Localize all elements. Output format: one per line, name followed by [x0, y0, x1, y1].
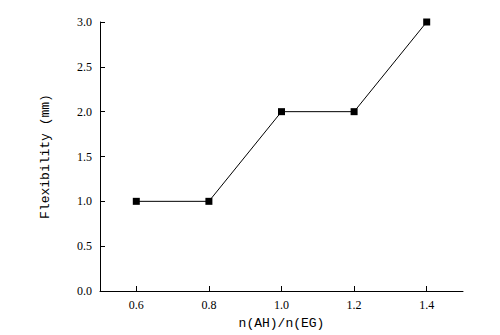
- svg-text:Flexibility (mm): Flexibility (mm): [38, 94, 53, 219]
- svg-text:1.0: 1.0: [77, 194, 92, 208]
- svg-text:1.0: 1.0: [274, 298, 289, 312]
- svg-text:2.0: 2.0: [77, 105, 92, 119]
- svg-text:2.5: 2.5: [77, 60, 92, 74]
- svg-text:3.0: 3.0: [77, 15, 92, 29]
- svg-text:1.5: 1.5: [77, 150, 92, 164]
- svg-text:0.5: 0.5: [77, 239, 92, 253]
- svg-text:1.2: 1.2: [347, 298, 362, 312]
- svg-text:1.4: 1.4: [419, 298, 434, 312]
- svg-text:0.8: 0.8: [201, 298, 216, 312]
- svg-text:0.6: 0.6: [129, 298, 144, 312]
- svg-text:0.0: 0.0: [77, 284, 92, 298]
- svg-text:n(AH)/n(EG): n(AH)/n(EG): [239, 316, 325, 331]
